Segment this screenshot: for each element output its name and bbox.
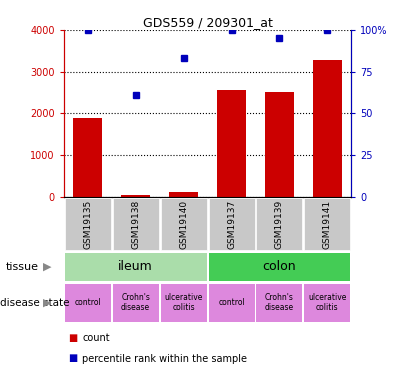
Bar: [121, 195, 150, 197]
Text: ■: ■: [68, 333, 77, 343]
Text: GSM19140: GSM19140: [179, 200, 188, 249]
Bar: [161, 284, 207, 322]
Bar: [313, 60, 342, 197]
Bar: [73, 118, 102, 197]
Bar: [305, 198, 351, 250]
Text: disease state: disease state: [0, 298, 69, 307]
Bar: [217, 90, 246, 197]
Bar: [265, 92, 294, 197]
Text: ulcerative
colitis: ulcerative colitis: [308, 293, 346, 312]
Text: GSM19139: GSM19139: [275, 200, 284, 249]
Bar: [113, 284, 159, 322]
Text: ulcerative
colitis: ulcerative colitis: [164, 293, 203, 312]
Text: Crohn's
disease: Crohn's disease: [121, 293, 150, 312]
Text: GSM19137: GSM19137: [227, 200, 236, 249]
Text: colon: colon: [263, 260, 296, 273]
Text: percentile rank within the sample: percentile rank within the sample: [82, 354, 247, 363]
Bar: [161, 198, 207, 250]
Bar: [256, 284, 302, 322]
Text: Crohn's
disease: Crohn's disease: [265, 293, 294, 312]
Bar: [208, 284, 254, 322]
Title: GDS559 / 209301_at: GDS559 / 209301_at: [143, 16, 272, 29]
Text: control: control: [74, 298, 101, 307]
Text: GSM19141: GSM19141: [323, 200, 332, 249]
Text: control: control: [218, 298, 245, 307]
Text: count: count: [82, 333, 110, 343]
Bar: [65, 284, 111, 322]
Bar: [208, 253, 351, 281]
Text: ■: ■: [68, 354, 77, 363]
Bar: [305, 284, 351, 322]
Text: tissue: tissue: [6, 262, 39, 272]
Text: GSM19135: GSM19135: [83, 200, 92, 249]
Bar: [208, 198, 254, 250]
Bar: [113, 198, 159, 250]
Text: ileum: ileum: [118, 260, 153, 273]
Text: ▶: ▶: [43, 298, 51, 307]
Bar: [169, 192, 198, 197]
Bar: [256, 198, 302, 250]
Text: ▶: ▶: [43, 262, 51, 272]
Bar: [65, 198, 111, 250]
Bar: [65, 253, 207, 281]
Text: GSM19138: GSM19138: [131, 200, 140, 249]
